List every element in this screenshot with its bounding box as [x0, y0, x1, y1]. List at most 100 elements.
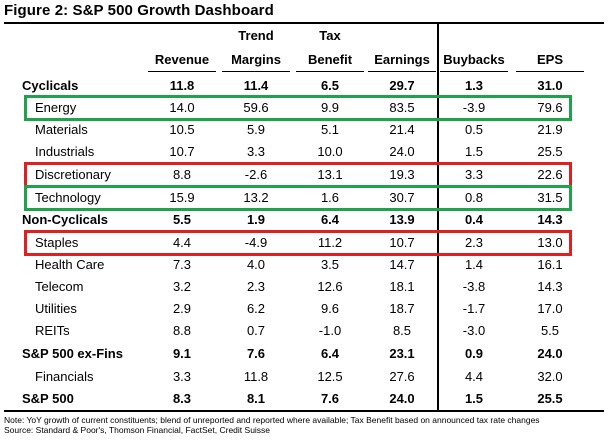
- table-cell: 1.5: [464, 144, 484, 159]
- table-cell: 4.0: [246, 257, 266, 272]
- column-header-underline: [516, 71, 584, 72]
- table-cell: 13.1: [317, 167, 343, 182]
- table-cell: 10.7: [389, 235, 415, 250]
- table-cell: 0.9: [464, 346, 484, 361]
- table-cell: 11.4: [243, 78, 269, 93]
- table-cell: 18.1: [389, 279, 415, 294]
- row-label: Financials: [35, 369, 94, 384]
- table-row: Discretionary 8.8 -2.6 13.1 19.3 3.3 22.6: [0, 164, 612, 186]
- table-cell: 7.3: [172, 257, 192, 272]
- column-header-line1: [438, 28, 510, 44]
- table-cell: 10.7: [169, 144, 195, 159]
- table-cell: 0.7: [246, 323, 266, 338]
- table-cell: -2.6: [244, 167, 268, 182]
- table-cell: 23.1: [389, 346, 415, 361]
- row-label: S&P 500: [22, 391, 74, 406]
- table-cell: 32.0: [537, 369, 563, 384]
- column-header-underline: [440, 71, 508, 72]
- table-cell: 14.3: [537, 212, 563, 227]
- table-cell: 24.0: [389, 391, 415, 406]
- table-cell: 8.3: [172, 391, 192, 406]
- table-cell: 13.0: [537, 235, 563, 250]
- table-cell: 1.9: [246, 212, 266, 227]
- column-header: EPS: [514, 28, 586, 72]
- table-cell: -1.0: [318, 323, 342, 338]
- table-cell: 11.8: [169, 78, 195, 93]
- table-cell: 0.8: [464, 190, 484, 205]
- table-row: Staples 4.4 -4.9 11.2 10.7 2.3 13.0: [0, 232, 612, 254]
- row-label: Discretionary: [35, 167, 111, 182]
- bottom-rule: [4, 410, 604, 412]
- table-cell: 4.4: [464, 369, 484, 384]
- column-header-line1: Tax: [319, 28, 341, 43]
- column-header: Revenue: [146, 28, 218, 72]
- table-cell: 6.2: [246, 301, 266, 316]
- column-header: Earnings: [366, 28, 438, 72]
- table-cell: 30.7: [389, 190, 415, 205]
- table-cell: 10.0: [317, 144, 343, 159]
- column-header-line1: Trend: [238, 28, 274, 43]
- table-cell: 8.5: [392, 323, 412, 338]
- column-header-line2: Earnings: [374, 52, 430, 67]
- table-cell: 2.3: [246, 279, 266, 294]
- row-label: Technology: [35, 190, 101, 205]
- column-header: Trend Margins: [220, 28, 292, 72]
- column-header-line1: [366, 28, 438, 44]
- source-note: Source: Standard & Poor's, Thomson Finan…: [4, 425, 271, 435]
- table-row: Materials 10.5 5.9 5.1 21.4 0.5 21.9: [0, 119, 612, 141]
- table-cell: 7.6: [320, 391, 340, 406]
- row-label: Industrials: [35, 144, 95, 159]
- table-cell: 31.0: [537, 78, 563, 93]
- figure-title: Figure 2: S&P 500 Growth Dashboard: [4, 2, 274, 19]
- table-cell: 6.5: [320, 78, 340, 93]
- table-cell: 3.3: [464, 167, 484, 182]
- table-cell: 79.6: [537, 100, 563, 115]
- table-cell: 3.3: [172, 369, 192, 384]
- row-label: Health Care: [35, 257, 105, 272]
- table-cell: 1.5: [464, 391, 484, 406]
- column-header-line2: Margins: [231, 52, 281, 67]
- highlight-box: [24, 230, 572, 256]
- table-cell: -1.7: [462, 301, 486, 316]
- table-cell: 5.9: [246, 122, 266, 137]
- table-cell: 4.4: [172, 235, 192, 250]
- table-cell: 18.7: [389, 301, 415, 316]
- table-row: Industrials 10.7 3.3 10.0 24.0 1.5 25.5: [0, 141, 612, 163]
- table-cell: 3.2: [172, 279, 192, 294]
- table-cell: 59.6: [243, 100, 269, 115]
- table-cell: 5.1: [320, 122, 340, 137]
- row-label: Materials: [35, 122, 88, 137]
- table-cell: 14.3: [537, 279, 563, 294]
- column-header-line2: Buybacks: [443, 52, 505, 67]
- highlight-box: [24, 185, 572, 211]
- table-cell: 16.1: [537, 257, 563, 272]
- column-header-underline: [296, 71, 364, 72]
- table-cell: 1.4: [464, 257, 484, 272]
- row-label: Non-Cyclicals: [22, 212, 108, 227]
- table-row: Utilities 2.9 6.2 9.6 18.7 -1.7 17.0: [0, 298, 612, 320]
- row-label: Utilities: [35, 301, 77, 316]
- table-cell: 8.8: [172, 167, 192, 182]
- column-header-line1: [514, 28, 586, 44]
- row-label: Energy: [35, 100, 77, 115]
- table-cell: 21.9: [537, 122, 563, 137]
- table-cell: 2.3: [464, 235, 484, 250]
- table-cell: 1.3: [464, 78, 484, 93]
- table-cell: 27.6: [389, 369, 415, 384]
- table-cell: 15.9: [169, 190, 195, 205]
- table-cell: 3.3: [246, 144, 266, 159]
- column-header: Tax Benefit: [294, 28, 366, 72]
- table-cell: -3.9: [462, 100, 486, 115]
- table-cell: 83.5: [389, 100, 415, 115]
- table-cell: -4.9: [244, 235, 268, 250]
- table-cell: 0.5: [464, 122, 484, 137]
- column-header-underline: [368, 71, 436, 72]
- table-row: Non-Cyclicals 5.5 1.9 6.4 13.9 0.4 14.3: [0, 209, 612, 231]
- column-header-line2: EPS: [536, 52, 563, 67]
- column-header: Buybacks: [438, 28, 510, 72]
- table-row: S&P 500 8.3 8.1 7.6 24.0 1.5 25.5: [0, 388, 612, 410]
- column-header-underline: [222, 71, 290, 72]
- table-cell: 22.6: [537, 167, 563, 182]
- table-row: Financials 3.3 11.8 12.5 27.6 4.4 32.0: [0, 366, 612, 388]
- table-cell: 12.6: [317, 279, 343, 294]
